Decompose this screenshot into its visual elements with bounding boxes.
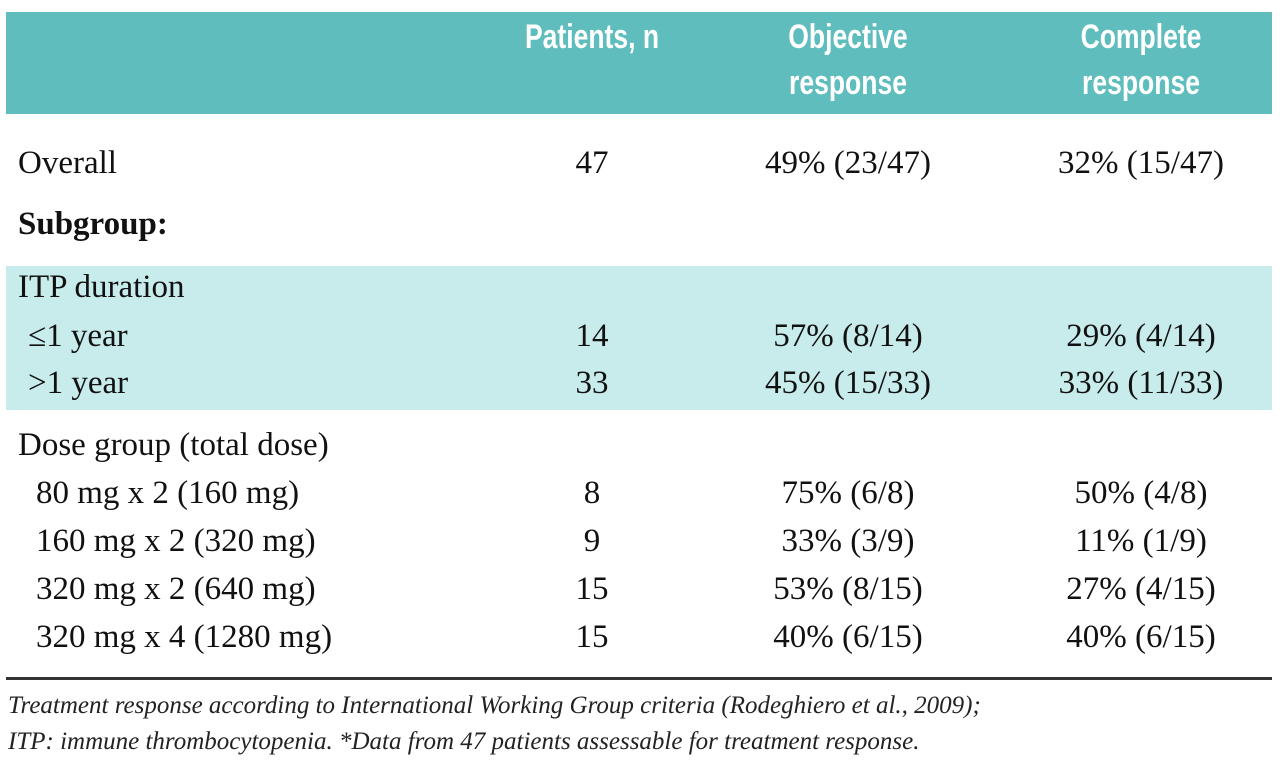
cell-patients: 47	[575, 145, 609, 181]
header-objective-response: Objective response	[788, 18, 908, 102]
row-label: 160 mg x 2 (320 mg)	[36, 523, 316, 559]
cell-patients: 15	[575, 619, 609, 655]
cell-patients: 14	[575, 318, 609, 354]
cell-patients: 15	[575, 571, 609, 607]
row-label: 320 mg x 2 (640 mg)	[36, 571, 316, 607]
header-complete-response: Complete response	[1080, 18, 1202, 102]
cell-patients: 33	[575, 365, 609, 401]
table-row-itp-duration: ITP duration	[0, 263, 1280, 311]
cell-objective: 45% (15/33)	[765, 365, 931, 401]
cell-objective: 33% (3/9)	[781, 523, 915, 559]
itp-duration-band	[6, 266, 1272, 410]
table-header	[6, 12, 1272, 114]
cell-patients: 8	[583, 475, 601, 511]
cell-objective: 40% (6/15)	[773, 619, 923, 655]
row-label: >1 year	[28, 365, 129, 401]
cell-patients: 9	[583, 523, 601, 559]
cell-objective: 49% (23/47)	[765, 145, 931, 181]
row-label: 80 mg x 2 (160 mg)	[36, 475, 300, 511]
footnote-line-1: Treatment response according to Internat…	[8, 692, 981, 719]
table-row: >1 year 33 45% (15/33) 33% (11/33)	[0, 359, 1280, 407]
header-patients: Patients, n	[524, 18, 660, 56]
footer-divider	[6, 677, 1272, 680]
table-footnote: Treatment response according to Internat…	[8, 688, 1278, 760]
row-label: Overall	[18, 145, 117, 181]
table-row-overall: Overall 47 49% (23/47) 32% (15/47)	[0, 139, 1280, 187]
cell-complete: 29% (4/14)	[1066, 318, 1216, 354]
cell-complete: 11% (1/9)	[1075, 523, 1207, 559]
cell-objective: 57% (8/14)	[773, 318, 923, 354]
table-row: 320 mg x 2 (640 mg) 15 53% (8/15) 27% (4…	[0, 565, 1280, 613]
row-label: ITP duration	[18, 269, 185, 305]
row-label: Dose group (total dose)	[18, 427, 329, 463]
footnote-line-2: ITP: immune thrombocytopenia. *Data from…	[8, 728, 920, 755]
row-label: Subgroup:	[18, 206, 168, 242]
table-row: 160 mg x 2 (320 mg) 9 33% (3/9) 11% (1/9…	[0, 517, 1280, 565]
table-row: 80 mg x 2 (160 mg) 8 75% (6/8) 50% (4/8)	[0, 469, 1280, 517]
table-row-dose-group: Dose group (total dose)	[0, 421, 1280, 469]
table-row: 320 mg x 4 (1280 mg) 15 40% (6/15) 40% (…	[0, 613, 1280, 661]
cell-complete: 27% (4/15)	[1066, 571, 1216, 607]
cell-complete: 32% (15/47)	[1058, 145, 1224, 181]
row-label: 320 mg x 4 (1280 mg)	[36, 619, 333, 655]
cell-objective: 53% (8/15)	[773, 571, 923, 607]
table-row-subgroup: Subgroup:	[0, 200, 1280, 248]
cell-objective: 75% (6/8)	[781, 475, 915, 511]
cell-complete: 40% (6/15)	[1066, 619, 1216, 655]
cell-complete: 33% (11/33)	[1058, 365, 1224, 401]
table-row: ≤1 year 14 57% (8/14) 29% (4/14)	[0, 312, 1280, 360]
cell-complete: 50% (4/8)	[1074, 475, 1208, 511]
row-label: ≤1 year	[28, 318, 128, 354]
